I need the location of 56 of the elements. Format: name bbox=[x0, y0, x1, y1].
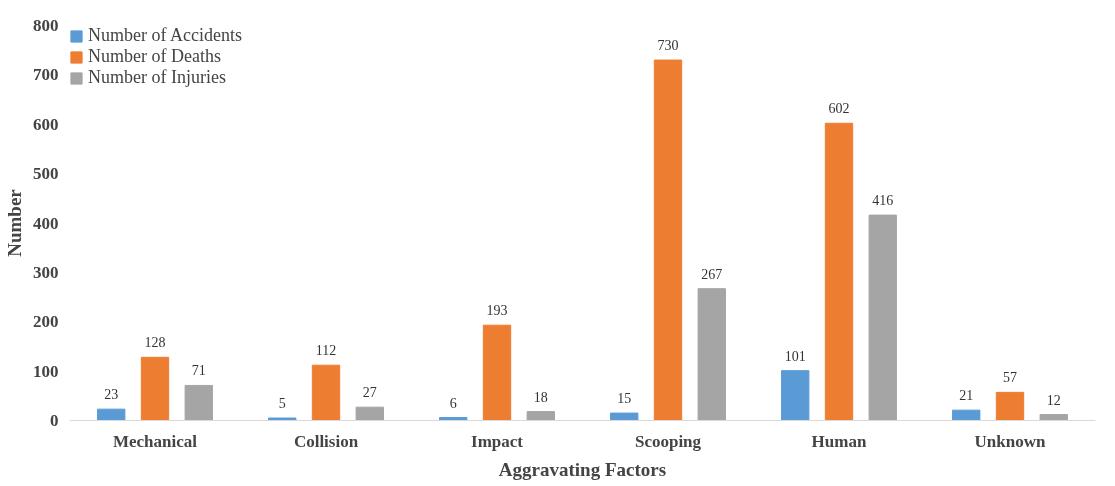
legend-label: Number of Accidents bbox=[88, 25, 242, 46]
data-label: 128 bbox=[144, 335, 166, 351]
x-tick-label: Collision bbox=[293, 431, 359, 451]
data-label: 112 bbox=[315, 343, 337, 359]
data-label: 18 bbox=[533, 389, 548, 405]
y-tick-label: 500 bbox=[33, 164, 59, 184]
bar bbox=[952, 409, 981, 421]
y-tick-label: 800 bbox=[33, 16, 59, 35]
bar bbox=[995, 391, 1025, 421]
y-tick-label: 100 bbox=[33, 361, 59, 381]
data-label: 21 bbox=[959, 388, 974, 404]
data-label: 416 bbox=[872, 193, 894, 209]
x-tick-label: Impact bbox=[471, 431, 524, 451]
bar bbox=[526, 411, 555, 421]
bar bbox=[355, 406, 384, 421]
y-tick-label: 600 bbox=[33, 114, 59, 134]
y-tick-label: 400 bbox=[33, 213, 59, 233]
y-tick-label: 300 bbox=[33, 262, 59, 282]
data-label: 23 bbox=[104, 387, 119, 403]
bar bbox=[610, 412, 639, 421]
data-label: 6 bbox=[449, 395, 457, 411]
data-label: 12 bbox=[1046, 392, 1061, 408]
data-label: 730 bbox=[657, 38, 679, 54]
bar bbox=[97, 408, 126, 421]
data-label: 5 bbox=[278, 396, 286, 412]
x-tick-label: Unknown bbox=[974, 431, 1046, 451]
bar bbox=[140, 356, 170, 421]
bar bbox=[697, 288, 726, 421]
x-tick-label: Scooping bbox=[634, 431, 702, 451]
y-tick-label: 700 bbox=[33, 65, 59, 85]
bar bbox=[824, 122, 854, 421]
bar bbox=[268, 417, 297, 421]
data-label: 602 bbox=[828, 101, 850, 117]
legend-label: Number of Injuries bbox=[88, 67, 226, 88]
bar bbox=[439, 417, 468, 421]
bar bbox=[184, 384, 213, 421]
data-label: 193 bbox=[486, 303, 508, 319]
data-label: 101 bbox=[784, 348, 806, 364]
bar bbox=[868, 214, 897, 421]
bar bbox=[1039, 414, 1068, 421]
legend-label: Number of Deaths bbox=[88, 46, 221, 67]
data-label: 57 bbox=[1003, 370, 1017, 386]
data-label: 27 bbox=[362, 385, 377, 401]
bar bbox=[781, 370, 810, 421]
x-tick-label: Mechanical bbox=[112, 431, 198, 451]
y-tick-label: 200 bbox=[33, 312, 59, 332]
y-axis-title: Number bbox=[4, 188, 25, 257]
bar bbox=[482, 324, 512, 421]
bar bbox=[653, 59, 683, 421]
bar bbox=[311, 364, 341, 421]
data-label: 15 bbox=[617, 391, 632, 407]
y-tick-label: 0 bbox=[50, 411, 59, 430]
x-tick-label: Human bbox=[811, 431, 867, 451]
data-label: 71 bbox=[191, 363, 206, 379]
data-label: 267 bbox=[701, 266, 723, 282]
x-axis-title: Aggravating Factors bbox=[498, 458, 667, 480]
